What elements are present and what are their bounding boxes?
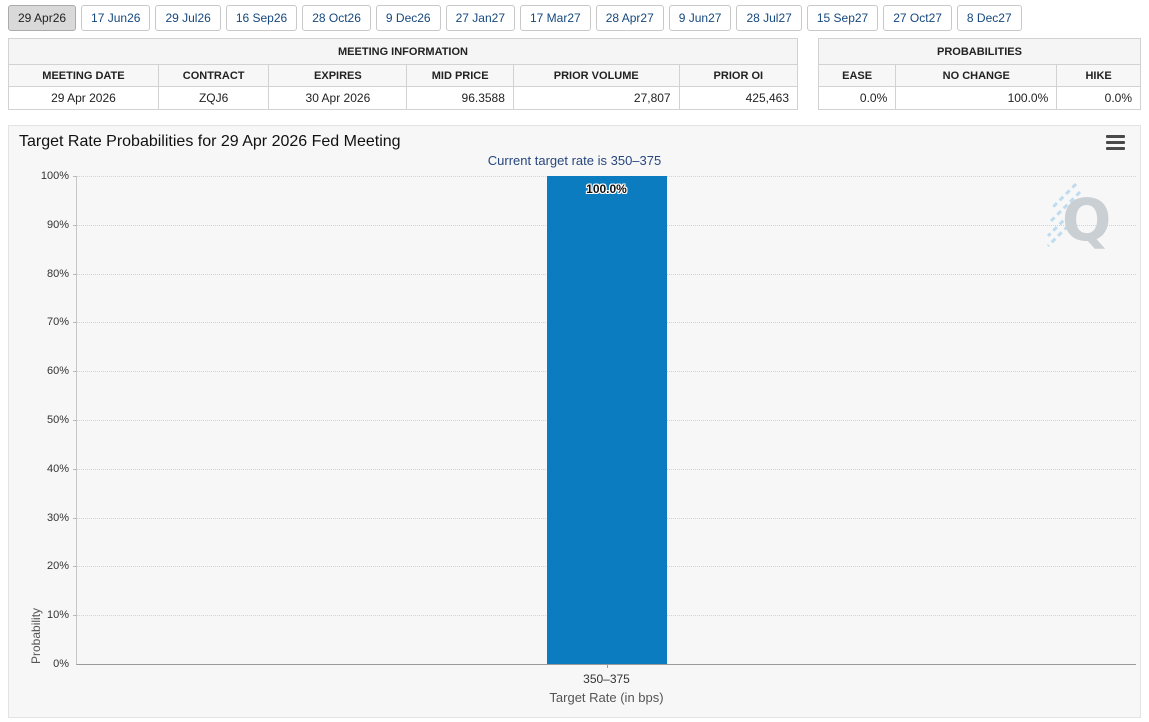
y-tick-label: 80% [46, 267, 69, 280]
y-tick-mark [73, 615, 77, 617]
y-tick-label: 40% [46, 462, 69, 475]
y-tick-label: 70% [46, 316, 69, 329]
y-tick-label: 20% [46, 560, 69, 573]
tab-9-dec26[interactable]: 9 Dec26 [375, 5, 441, 31]
tab-28-oct26[interactable]: 28 Oct26 [302, 5, 371, 31]
y-tick-label: 50% [46, 414, 69, 426]
tab-27-jan27[interactable]: 27 Jan27 [445, 5, 515, 31]
y-tick-label: 30% [46, 511, 69, 524]
chart-title: Target Rate Probabilities for 29 Apr 202… [19, 133, 401, 150]
y-tick-mark [73, 420, 77, 421]
y-tick-mark [73, 224, 77, 226]
tab-9-jun27[interactable]: 9 Jun27 [668, 5, 732, 31]
tab-28-apr27[interactable]: 28 Apr27 [595, 5, 664, 31]
table-cell: 0.0% [817, 86, 897, 110]
tab-15-sep27[interactable]: 15 Sep27 [806, 5, 879, 31]
tab-17-jun26[interactable]: 17 Jun26 [81, 5, 151, 31]
table-cell: 96.3588 [406, 86, 514, 110]
table-cell: 0.0% [1056, 86, 1141, 110]
summary-tables: MEETING INFORMATION MEETING DATE CONTRACT E… [0, 38, 1149, 110]
table-title: PROBABILITIES [818, 38, 1141, 65]
y-tick-label: 90% [46, 218, 69, 231]
tab-16-sep26[interactable]: 16 Sep26 [225, 5, 298, 31]
tab-29-apr26[interactable]: 29 Apr26 [8, 5, 77, 31]
tab-17-mar27[interactable]: 17 Mar27 [520, 5, 591, 31]
table-cell: 29 Apr 2026 [8, 86, 159, 110]
table-title: MEETING INFORMATION [8, 38, 798, 65]
chart-subtitle: Current target rate is 350–375 [487, 153, 662, 168]
y-tick-label: 10% [46, 609, 69, 622]
table-cell: 30 Apr 2026 [268, 86, 408, 110]
column-header: NO CHANGE [895, 64, 1058, 87]
y-tick-label: 60% [46, 365, 69, 378]
y-tick-mark [73, 176, 77, 177]
y-axis-title: Probability [29, 607, 43, 664]
y-tick-mark [73, 566, 77, 568]
table-cell: ZQJ6 [157, 86, 270, 110]
column-header: MEETING DATE [8, 64, 159, 87]
x-tick-label: 350–375 [583, 672, 630, 686]
y-tick-label: 100% [40, 170, 69, 182]
column-header: PRIOR VOLUME [512, 64, 680, 87]
bar-value-label: 100.0% [586, 182, 627, 196]
target-rate-chart: Target Rate Probabilities for 29 Apr 202… [8, 125, 1141, 718]
table-cell: 27,807 [512, 86, 680, 110]
table-row: 29 Apr 2026 ZQJ6 30 Apr 2026 96.3588 27,807 4… [8, 86, 799, 110]
column-header: PRIOR OI [678, 64, 799, 87]
column-header: HIKE [1056, 64, 1141, 87]
plot-area: Probability Target Rate (in bps) 0% 10% 20… [29, 170, 1136, 705]
hamburger-menu-icon[interactable] [1106, 135, 1125, 150]
y-tick-mark [73, 273, 77, 275]
y-tick-mark [73, 322, 77, 324]
x-tick-mark [606, 664, 608, 668]
meeting-date-tabs: 29 Apr26 17 Jun26 29 Jul26 16 Sep26 28 Oct26… [0, 0, 1149, 38]
x-axis-title: Target Rate (in bps) [549, 690, 664, 705]
tab-29-jul26[interactable]: 29 Jul26 [155, 5, 221, 31]
tab-28-jul27[interactable]: 28 Jul27 [736, 5, 802, 31]
probabilities-table: PROBABILITIES EASE NO CHANGE HIKE 0.0% 100.0%… [817, 38, 1141, 110]
table-row: 0.0% 100.0% 0.0% [817, 86, 1141, 110]
y-tick-mark [73, 371, 77, 373]
probability-bar: 100.0% [546, 176, 667, 664]
tab-27-oct27[interactable]: 27 Oct27 [883, 5, 952, 31]
column-header: EXPIRES [268, 64, 408, 87]
tab-8-dec27[interactable]: 8 Dec27 [956, 5, 1022, 31]
y-tick-mark [73, 517, 77, 519]
y-tick-label: 0% [53, 658, 69, 670]
column-header: MID PRICE [406, 64, 514, 87]
table-cell: 425,463 [678, 86, 799, 110]
meeting-information-table: MEETING INFORMATION MEETING DATE CONTRACT E… [8, 38, 799, 110]
table-cell: 100.0% [895, 86, 1058, 110]
y-tick-mark [73, 468, 77, 470]
column-header: EASE [817, 64, 897, 87]
column-header: CONTRACT [157, 64, 270, 87]
